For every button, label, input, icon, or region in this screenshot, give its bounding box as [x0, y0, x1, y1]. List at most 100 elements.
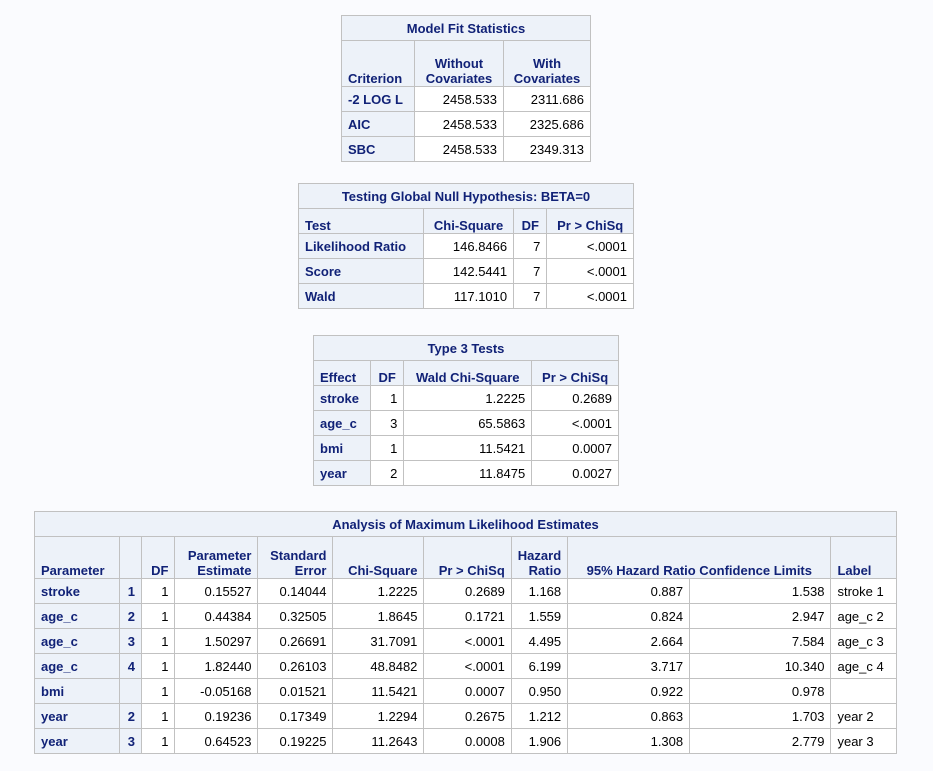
table-cell: 2458.533: [414, 86, 504, 112]
column-header: [118, 536, 142, 579]
table-cell: 1.2225: [403, 385, 533, 411]
table-title: Type 3 Tests: [313, 335, 619, 361]
table-cell: 0.0027: [531, 460, 619, 486]
row-header-cell: SBC: [341, 136, 415, 162]
table-cell: 0.887: [567, 578, 691, 604]
table-cell: 1: [140, 678, 176, 704]
table-cell: 1: [140, 603, 176, 629]
table-row: Score 142.5441 7 <.0001: [298, 258, 634, 284]
table-cell: <.0001: [423, 653, 512, 679]
table-cell: year 3: [830, 728, 897, 754]
column-header: Wald Chi-Square: [403, 360, 533, 386]
column-header: 95% Hazard Ratio Confidence Limits: [567, 536, 832, 579]
table-cell: 1.8645: [332, 603, 425, 629]
table-cell: 1: [140, 578, 176, 604]
row-header-cell: 3: [118, 728, 142, 754]
table-title: Model Fit Statistics: [341, 15, 591, 41]
table-cell: 0.14044: [257, 578, 334, 604]
row-header-cell: age_c: [34, 653, 120, 679]
table-cell: 10.340: [689, 653, 832, 679]
table-row: year 2 1 0.19236 0.17349 1.2294 0.2675 1.212 0.8…: [34, 703, 897, 729]
table-cell: 3.717: [567, 653, 691, 679]
row-header-cell: stroke: [312, 385, 372, 411]
row-header-cell: AIC: [341, 111, 415, 137]
type3-rows: stroke 1 1.2225 0.2689 age_c 3 65.5863 <.0001 bm…: [312, 385, 619, 486]
column-header: Without Covariates: [414, 40, 504, 87]
row-header-cell: bmi: [312, 435, 372, 461]
table-cell: 0.32505: [257, 603, 334, 629]
table-cell: 2325.686: [503, 111, 591, 137]
table-title: Testing Global Null Hypothesis: BETA=0: [298, 183, 634, 209]
table-cell: 1.50297: [174, 628, 259, 654]
column-header: DF: [370, 360, 405, 386]
table-cell: 1: [370, 385, 405, 411]
table-row: stroke 1 1 0.15527 0.14044 1.2225 0.2689 1.168 0…: [34, 578, 897, 604]
column-header: DF: [140, 536, 176, 579]
column-header: Standard Error: [257, 536, 334, 579]
column-header: Parameter: [34, 536, 120, 579]
table-cell: stroke 1: [830, 578, 897, 604]
table-cell: 0.863: [567, 703, 691, 729]
table-row: bmi 1 -0.05168 0.01521 11.5421 0.0007 0.950 0.9…: [34, 678, 897, 704]
table-row: year 2 11.8475 0.0027: [312, 460, 619, 486]
table-cell: 0.2689: [423, 578, 512, 604]
table-cell: <.0001: [531, 410, 619, 436]
table-cell: <.0001: [546, 283, 634, 309]
table-row: year 3 1 0.64523 0.19225 11.2643 0.0008 1.906 1.…: [34, 728, 897, 754]
table-cell: 1.538: [689, 578, 832, 604]
table-cell: 1.559: [510, 603, 569, 629]
table-cell: 7: [513, 283, 548, 309]
table-cell: 0.0007: [531, 435, 619, 461]
table-cell: 2311.686: [503, 86, 591, 112]
table-cell: 2458.533: [414, 136, 504, 162]
table-row: age_c 2 1 0.44384 0.32505 1.8645 0.1721 1.559 0.…: [34, 603, 897, 629]
table-cell: 0.15527: [174, 578, 259, 604]
table-row: age_c 3 65.5863 <.0001: [312, 410, 619, 436]
row-header-cell: age_c: [34, 628, 120, 654]
column-header: Pr > ChiSq: [423, 536, 512, 579]
table-cell: year 2: [830, 703, 897, 729]
mle-table: Analysis of Maximum Likelihood Estimates…: [34, 511, 897, 754]
table-cell: 2458.533: [414, 111, 504, 137]
fit-rows: -2 LOG L 2458.533 2311.686 AIC 2458.533 2325.…: [341, 86, 591, 162]
column-header: Pr > ChiSq: [531, 360, 619, 386]
row-header-cell: 2: [118, 703, 142, 729]
column-header: Label: [830, 536, 897, 579]
table-cell: 0.0007: [423, 678, 512, 704]
row-header-cell: 3: [118, 628, 142, 654]
table-cell: 2.664: [567, 628, 691, 654]
table-row: SBC 2458.533 2349.313: [341, 136, 591, 162]
column-header: Test: [298, 208, 424, 234]
table-cell: 1: [140, 628, 176, 654]
table-cell: 1.82440: [174, 653, 259, 679]
table-cell: 0.64523: [174, 728, 259, 754]
row-header-cell: year: [34, 728, 120, 754]
row-header-cell: [118, 678, 142, 704]
column-header: Criterion: [341, 40, 415, 87]
table-row: AIC 2458.533 2325.686: [341, 111, 591, 137]
table-cell: 48.8482: [332, 653, 425, 679]
row-header-cell: bmi: [34, 678, 120, 704]
table-cell: 1: [140, 703, 176, 729]
table-cell: 0.0008: [423, 728, 512, 754]
row-header-cell: Likelihood Ratio: [298, 233, 424, 259]
column-header: Effect: [312, 360, 372, 386]
row-header-cell: 2: [118, 603, 142, 629]
table-cell: 11.2643: [332, 728, 425, 754]
table-cell: 0.950: [510, 678, 569, 704]
column-header: DF: [513, 208, 548, 234]
column-header: Pr > ChiSq: [546, 208, 634, 234]
table-cell: age_c 4: [830, 653, 897, 679]
table-row: age_c 4 1 1.82440 0.26103 48.8482 <.0001 6.199 3…: [34, 653, 897, 679]
table-cell: 0.824: [567, 603, 691, 629]
row-header-cell: year: [312, 460, 372, 486]
table-cell: 1: [140, 728, 176, 754]
table-cell: <.0001: [546, 258, 634, 284]
table-cell: 117.1010: [422, 283, 515, 309]
table-cell: 31.7091: [332, 628, 425, 654]
table-row: -2 LOG L 2458.533 2311.686: [341, 86, 591, 112]
table-cell: 2: [370, 460, 405, 486]
table-cell: 0.19236: [174, 703, 259, 729]
table-cell: 11.5421: [332, 678, 425, 704]
table-cell: 1.168: [510, 578, 569, 604]
